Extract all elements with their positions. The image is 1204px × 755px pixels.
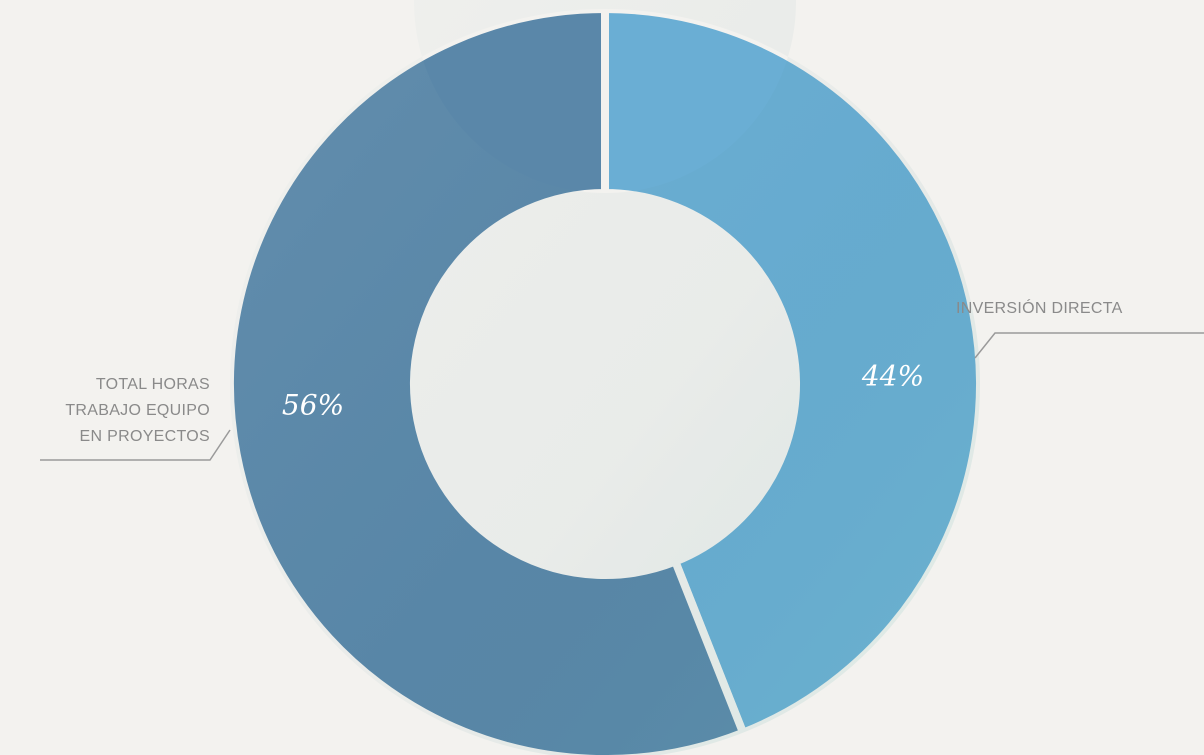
leader-line: [974, 332, 1204, 359]
value-label: 44%: [861, 359, 925, 393]
category-label: INVERSIÓN DIRECTA: [956, 300, 1123, 317]
value-label: 56%: [281, 388, 345, 422]
leader-line: [40, 429, 231, 461]
category-label: TOTAL HORAS TRABAJO EQUIPO EN PROYECTOS: [65, 376, 210, 445]
